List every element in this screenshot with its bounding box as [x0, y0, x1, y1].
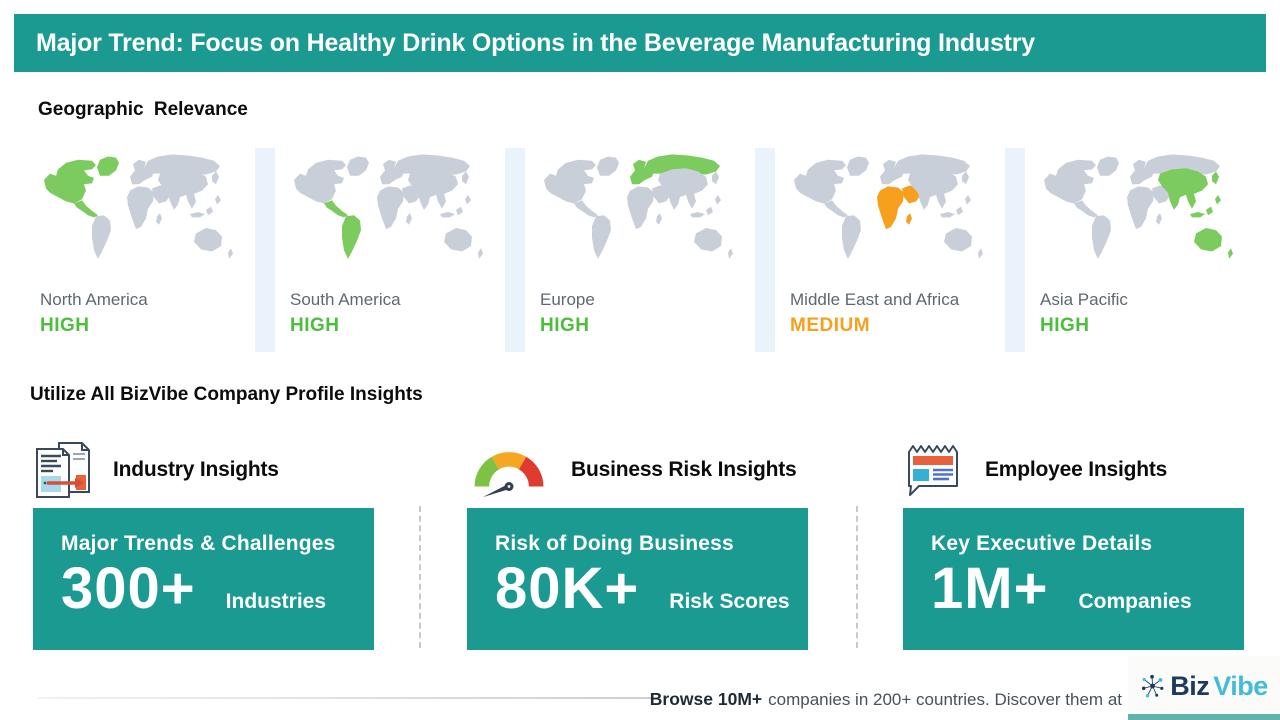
insight-head: Business Risk Insights [467, 436, 808, 504]
stat-row: 1M+ Companies [931, 556, 1244, 623]
relevance-badge: MEDIUM [790, 315, 871, 336]
world-map-south-america [290, 148, 490, 276]
region-name: Middle East and Africa [790, 290, 960, 309]
stat-label: Risk Scores [669, 590, 790, 613]
insight-col-employee: Employee Insights Key Executive Details … [903, 436, 1244, 650]
region-name: Europe [540, 290, 595, 309]
geo-card-north-america: North America HIGH [40, 148, 240, 337]
region-name: North America [40, 290, 148, 309]
insight-title: Industry Insights [113, 458, 279, 481]
documents-icon [36, 442, 90, 498]
relevance-badge: HIGH [290, 315, 340, 336]
insight-title: Employee Insights [985, 458, 1168, 481]
world-map [44, 154, 233, 259]
insight-title: Business Risk Insights [571, 458, 797, 481]
map-separator [1005, 148, 1025, 352]
page-title: Major Trend: Focus on Healthy Drink Opti… [36, 28, 1036, 57]
card-headline: Major Trends & Challenges [61, 532, 336, 555]
industry-insights-card: Major Trends & Challenges 300+ Industrie… [33, 508, 374, 650]
logo-text-vibe: Vibe [1213, 670, 1268, 701]
business-risk-insights-card: Risk of Doing Business 80K+ Risk Scores [467, 508, 808, 650]
region-name: South America [290, 290, 401, 309]
insight-col-industry: Industry Insights Major Trends & Challen… [33, 436, 374, 650]
employee-insights-card: Key Executive Details 1M+ Companies [903, 508, 1244, 650]
relevance-badge: HIGH [1040, 315, 1090, 336]
stat-label: Industries [225, 590, 327, 613]
stat-value: 300+ [61, 556, 196, 621]
newspaper-icon [908, 445, 958, 496]
logo-text-biz: Biz [1170, 670, 1210, 701]
region-name: Asia Pacific [1040, 290, 1128, 309]
footer-tagline: Browse 10M+ companies in 200+ countries.… [650, 689, 1122, 710]
geo-card-europe: Europe HIGH [540, 148, 740, 337]
bizvibe-logo[interactable]: Biz Vibe [1128, 656, 1280, 716]
world-map [294, 154, 483, 259]
relevance-badge: HIGH [40, 315, 90, 336]
world-map [1044, 154, 1233, 259]
world-map-north-america [40, 148, 240, 276]
card-divider [419, 506, 421, 648]
insights-section-title: Utilize All BizVibe Company Profile Insi… [30, 384, 423, 405]
footer-rule [38, 697, 652, 699]
world-map-middle-east-africa [790, 148, 990, 276]
logo-accent-bar [1128, 714, 1280, 720]
stat-value: 80K+ [495, 556, 640, 621]
world-map-europe [540, 148, 740, 276]
footer-browse-count: Browse 10M+ [649, 689, 763, 709]
stat-value: 1M+ [931, 556, 1049, 621]
stat-row: 300+ Industries [61, 556, 374, 623]
world-map [794, 154, 983, 259]
card-divider [856, 506, 858, 648]
header-banner: Major Trend: Focus on Healthy Drink Opti… [14, 14, 1266, 72]
gauge-icon [474, 452, 544, 498]
footer-tagline-text: companies in 200+ countries. Discover th… [768, 690, 1122, 709]
relevance-badge: HIGH [540, 315, 590, 336]
geo-card-asia-pacific: Asia Pacific HIGH [1040, 148, 1240, 337]
world-map-asia-pacific [1040, 148, 1240, 276]
insight-head: Industry Insights [33, 436, 374, 504]
geo-section-title: Geographic Relevance [38, 99, 248, 120]
geo-card-middle-east-africa: Middle East and Africa MEDIUM [790, 148, 990, 337]
map-separator [505, 148, 525, 352]
stat-row: 80K+ Risk Scores [495, 556, 808, 623]
world-map [544, 154, 733, 259]
geo-relevance-row: North America HIGH South America HI [40, 148, 1240, 352]
insight-col-business-risk: Business Risk Insights Risk of Doing Bus… [467, 436, 808, 650]
card-headline: Risk of Doing Business [495, 532, 734, 555]
map-separator [255, 148, 275, 352]
stat-label: Companies [1078, 590, 1192, 613]
bizvibe-molecule-icon [1142, 674, 1164, 698]
geo-card-south-america: South America HIGH [290, 148, 490, 337]
insight-head: Employee Insights [903, 436, 1244, 504]
map-separator [755, 148, 775, 352]
card-headline: Key Executive Details [931, 532, 1153, 555]
